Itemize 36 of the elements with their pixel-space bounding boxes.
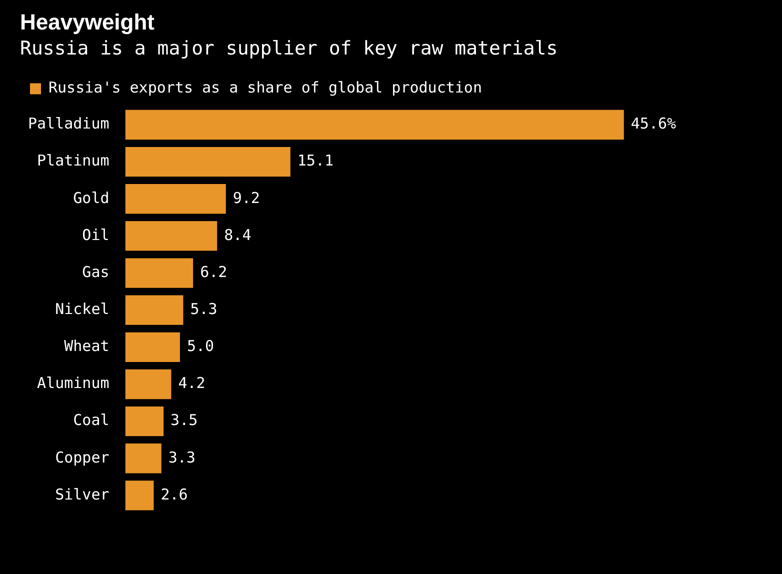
chart-subtitle: Russia is a major supplier of key raw materials <box>20 38 558 60</box>
bar <box>125 221 218 251</box>
y-tick-label: Wheat <box>64 337 110 356</box>
bar <box>125 110 624 140</box>
bar <box>125 444 162 474</box>
bar <box>125 295 184 325</box>
data-label: 3.3 <box>168 448 196 466</box>
bar <box>125 406 164 436</box>
data-label: 6.2 <box>200 262 228 281</box>
bar <box>125 332 180 362</box>
data-label: 9.2 <box>232 188 260 207</box>
y-tick-label: Oil <box>82 226 110 244</box>
y-tick-label: Palladium <box>28 114 110 133</box>
data-label: 5.3 <box>190 300 218 318</box>
data-label: 3.5 <box>170 411 198 430</box>
data-label: 15.1 <box>297 152 334 170</box>
data-label: 5.0 <box>186 337 214 356</box>
bar <box>125 369 172 400</box>
bar <box>125 480 154 510</box>
y-tick-label: Gas <box>82 262 110 281</box>
y-tick-label: Nickel <box>55 300 110 318</box>
y-tick-label: Gold <box>73 188 110 207</box>
bar <box>125 184 226 214</box>
bar <box>125 146 290 177</box>
y-tick-label: Coal <box>73 411 110 430</box>
legend-label: Russia's exports as a share of global production <box>48 78 482 97</box>
y-tick-label: Aluminum <box>37 374 110 392</box>
y-tick-label: Platinum <box>37 152 110 170</box>
data-label: 2.6 <box>160 485 188 504</box>
chart-title: Heavyweight <box>20 9 156 34</box>
data-label: 45.6% <box>630 114 676 133</box>
data-label: 8.4 <box>224 226 252 244</box>
data-label: 4.2 <box>178 374 206 392</box>
bar <box>125 258 194 288</box>
y-tick-label: Silver <box>55 485 110 504</box>
y-tick-label: Copper <box>55 448 110 466</box>
